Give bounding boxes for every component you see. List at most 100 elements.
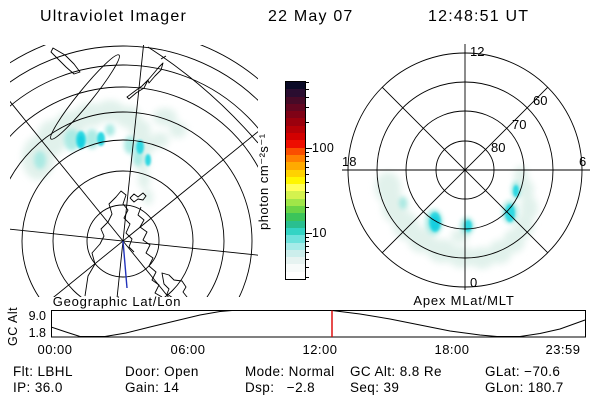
colorbar-tick	[306, 173, 309, 175]
orbit-altitude-plot	[51, 310, 586, 338]
coastlines	[50, 47, 188, 297]
xtick-2359: 23:59	[545, 342, 581, 357]
colorbar-tick	[306, 233, 312, 234]
colorbar-band	[286, 162, 305, 170]
colorbar-band	[286, 154, 305, 163]
mlt-label-12: 12	[470, 44, 484, 59]
coast-antarctica-east	[137, 206, 163, 297]
status-door: Door: Open	[125, 364, 199, 379]
status-gc-alt: GC Alt: 8.8 Re	[350, 364, 442, 379]
mlat-label-60: 60	[533, 93, 547, 108]
colorbar-band	[286, 242, 305, 250]
colorbar-tick	[306, 258, 309, 260]
status-dsp: Dsp: −2.8	[245, 380, 316, 395]
colorbar-band	[286, 111, 305, 119]
colorbar-tick	[306, 181, 309, 183]
status-ip: IP: 36.0	[13, 380, 63, 395]
colorbar-tick	[306, 88, 309, 90]
colorbar-band	[286, 264, 305, 272]
status-mode: Mode: Normal	[245, 364, 335, 379]
colorbar-unit-label: photon cm⁻²s⁻¹	[256, 133, 271, 231]
colorbar-tick	[306, 96, 309, 98]
header-time: 12:48:51 UT	[428, 8, 530, 25]
colorbar-band	[286, 89, 305, 97]
colorbar	[285, 81, 306, 280]
xtick-1200: 12:00	[302, 342, 338, 357]
right-panel-caption: Apex MLat/MLT	[413, 293, 515, 308]
colorbar-band	[286, 118, 305, 126]
colorbar-tick	[306, 207, 309, 209]
altitude-curve	[51, 310, 586, 337]
aurora-diffuse-layer	[375, 166, 538, 269]
colorbar-band	[286, 257, 305, 265]
colorbar-tick-label-100: 100	[312, 141, 335, 155]
colorbar-tick	[306, 251, 309, 253]
apex-polar-plot: 12 18 6 0 80 70 60	[342, 44, 590, 290]
colorbar-band	[286, 169, 305, 177]
coast-australia	[50, 47, 81, 75]
colorbar-tick	[306, 266, 309, 268]
colorbar-tick-label-10: 10	[312, 226, 327, 240]
colorbar-band	[286, 147, 305, 155]
colorbar-band	[286, 96, 305, 104]
colorbar-band	[286, 191, 305, 199]
colorbar-band	[286, 103, 305, 112]
colorbar-tick	[306, 81, 309, 83]
mlt-label-18: 18	[342, 154, 356, 169]
coast-antarctica-ross	[161, 272, 188, 297]
coast-antarctica-west	[84, 190, 135, 297]
fov-ellipse	[50, 54, 120, 140]
colorbar-band	[286, 220, 305, 228]
colorbar-band	[286, 235, 305, 243]
status-seq: Seq: 39	[350, 380, 400, 395]
colorbar-tick	[306, 246, 309, 248]
colorbar-band	[286, 133, 305, 141]
mlt-label-6: 6	[579, 154, 586, 169]
colorbar-band	[286, 184, 305, 192]
app-title: Ultraviolet Imager	[40, 8, 187, 25]
colorbar-band	[286, 271, 305, 280]
noon-meridian-line	[122, 240, 128, 289]
ytick-9: 9.0	[28, 309, 46, 323]
mlat-label-80: 80	[491, 140, 505, 155]
latitude-circles	[10, 45, 258, 297]
colorbar-tick	[306, 148, 312, 149]
colorbar-tick	[306, 122, 309, 124]
mlt-label-0: 0	[470, 275, 477, 290]
colorbar-tick	[306, 161, 309, 163]
xtick-0000: 00:00	[37, 342, 73, 357]
colorbar-band	[286, 140, 305, 148]
colorbar-band	[286, 82, 305, 90]
status-glon: GLon: 180.7	[485, 380, 564, 395]
coast-new-zealand-north	[147, 55, 167, 84]
colorbar-band	[286, 227, 305, 236]
mlt-spokes	[342, 44, 590, 290]
colorbar-tick	[306, 236, 309, 238]
colorbar-band	[286, 125, 305, 134]
xtick-0600: 06:00	[170, 342, 206, 357]
colorbar-band	[286, 206, 305, 214]
colorbar-tick	[306, 156, 309, 158]
mlat-label-70: 70	[512, 117, 526, 132]
colorbar-tick	[306, 241, 309, 243]
colorbar-band	[286, 198, 305, 207]
coast-new-zealand	[126, 79, 149, 100]
colorbar-band	[286, 249, 305, 258]
colorbar-band	[286, 213, 305, 221]
colorbar-tick	[306, 107, 309, 109]
colorbar-band	[286, 176, 305, 185]
status-gain: Gain: 14	[125, 380, 180, 395]
status-filter: Flt: LBHL	[13, 364, 73, 379]
colorbar-tick	[306, 151, 309, 153]
geographic-map	[10, 45, 258, 297]
aurora-diffuse-layer	[22, 100, 187, 205]
ytick-1.8: 1.8	[28, 326, 46, 340]
left-panel-caption: Geographic Lat/Lon	[52, 294, 182, 309]
limb-arc	[147, 46, 258, 144]
colorbar-tick	[306, 277, 309, 279]
coast-antarctica-island	[129, 192, 147, 203]
status-glat: GLat: −70.6	[485, 364, 561, 379]
xtick-1800: 18:00	[434, 342, 470, 357]
colorbar-tick	[306, 192, 309, 194]
